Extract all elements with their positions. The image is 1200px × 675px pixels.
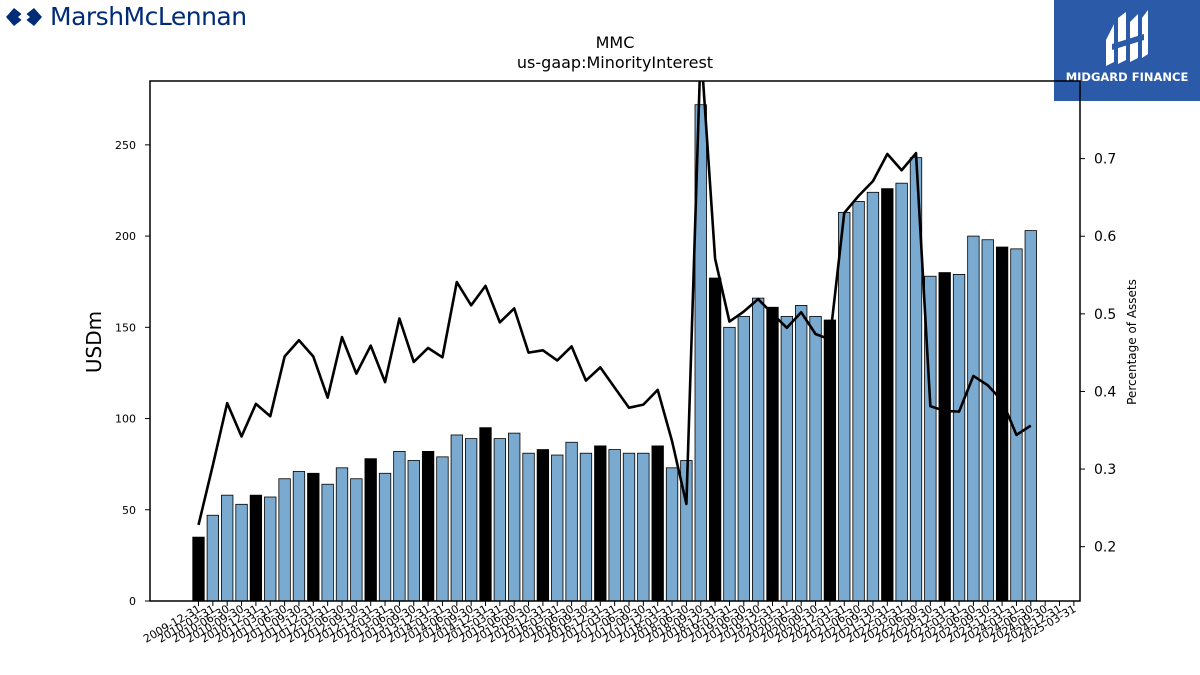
bar: [378, 472, 392, 602]
marsh-mclennan-logo-text: MarshMcLennan: [50, 2, 247, 31]
bar: [866, 191, 880, 602]
bar: [264, 496, 277, 602]
bar: [350, 478, 363, 602]
y-tick-label: 50: [122, 504, 136, 517]
y2-tick-label: 0.7: [1094, 152, 1116, 168]
bar: [579, 452, 593, 602]
marsh-mclennan-logo-mark: [6, 7, 42, 26]
bar: [464, 438, 478, 602]
bar: [493, 438, 507, 602]
bar: [823, 319, 837, 602]
y-tick-label: 0: [129, 595, 136, 608]
bar: [995, 246, 1009, 602]
percentage-line: [197, 81, 1032, 526]
marsh-mclennan-logo: MarshMcLennan: [4, 2, 247, 31]
midgard-finance-logo: MIDGARD FINANCE: [1054, 0, 1200, 101]
bar: [536, 449, 550, 602]
bar: [235, 503, 248, 602]
bar: [421, 450, 435, 602]
bar: [450, 434, 463, 602]
bar: [407, 460, 420, 602]
bar: [479, 427, 492, 602]
y-tick-label: 200: [115, 230, 136, 243]
chart-title: MMC: [596, 33, 635, 52]
bar: [1024, 230, 1037, 602]
bar: [307, 472, 320, 602]
bar: [838, 211, 851, 602]
y-tick-label: 150: [115, 321, 136, 334]
bar: [795, 305, 808, 602]
bar: [723, 326, 736, 602]
bar: [364, 458, 377, 602]
bar: [436, 456, 449, 602]
midgard-finance-logo-text: MIDGARD FINANCE: [1065, 70, 1189, 84]
bar: [508, 432, 521, 602]
bar: [737, 315, 750, 602]
bar: [551, 454, 564, 602]
midgard-finance-logo-mark: [1106, 10, 1148, 66]
bar-series: [192, 104, 1037, 602]
bar: [637, 452, 650, 602]
bar: [335, 467, 349, 602]
y2-tick-label: 0.4: [1094, 384, 1116, 400]
bar: [665, 467, 679, 602]
bar: [780, 315, 793, 602]
y2-tick-label: 0.2: [1094, 540, 1116, 556]
bar: [852, 201, 865, 602]
bar: [192, 536, 205, 602]
bar: [708, 277, 722, 602]
y2-axis-label: Percentage of Assets: [1125, 279, 1139, 405]
bar: [952, 273, 966, 602]
bar: [981, 239, 994, 602]
y-tick-label: 100: [115, 413, 136, 426]
bar: [321, 483, 334, 602]
bar: [881, 188, 894, 602]
bar: [651, 445, 664, 602]
bar: [522, 452, 535, 602]
y-tick-label: 250: [115, 139, 136, 152]
bar: [393, 450, 406, 602]
bar: [278, 478, 291, 602]
bar: [809, 315, 822, 602]
line-series: [197, 81, 1032, 526]
bar: [752, 297, 765, 602]
y2-tick-label: 0.6: [1094, 229, 1116, 245]
bar: [967, 235, 980, 602]
y2-tick-label: 0.3: [1094, 462, 1116, 478]
bar: [622, 452, 636, 602]
bar: [895, 182, 908, 602]
chart-subtitle: us-gaap:MinorityInterest: [517, 53, 713, 72]
bar: [206, 514, 220, 602]
bar: [221, 494, 234, 602]
bar: [292, 471, 306, 602]
bar: [766, 306, 779, 602]
bar: [594, 445, 607, 602]
bar: [938, 272, 951, 602]
y2-tick-label: 0.5: [1094, 307, 1116, 323]
axes: 0501001502002500.20.30.40.50.60.72009-12…: [115, 80, 1116, 646]
bar: [608, 449, 621, 602]
bar: [565, 441, 578, 602]
bar: [249, 494, 263, 602]
y-axis-label: USDm: [82, 311, 106, 373]
